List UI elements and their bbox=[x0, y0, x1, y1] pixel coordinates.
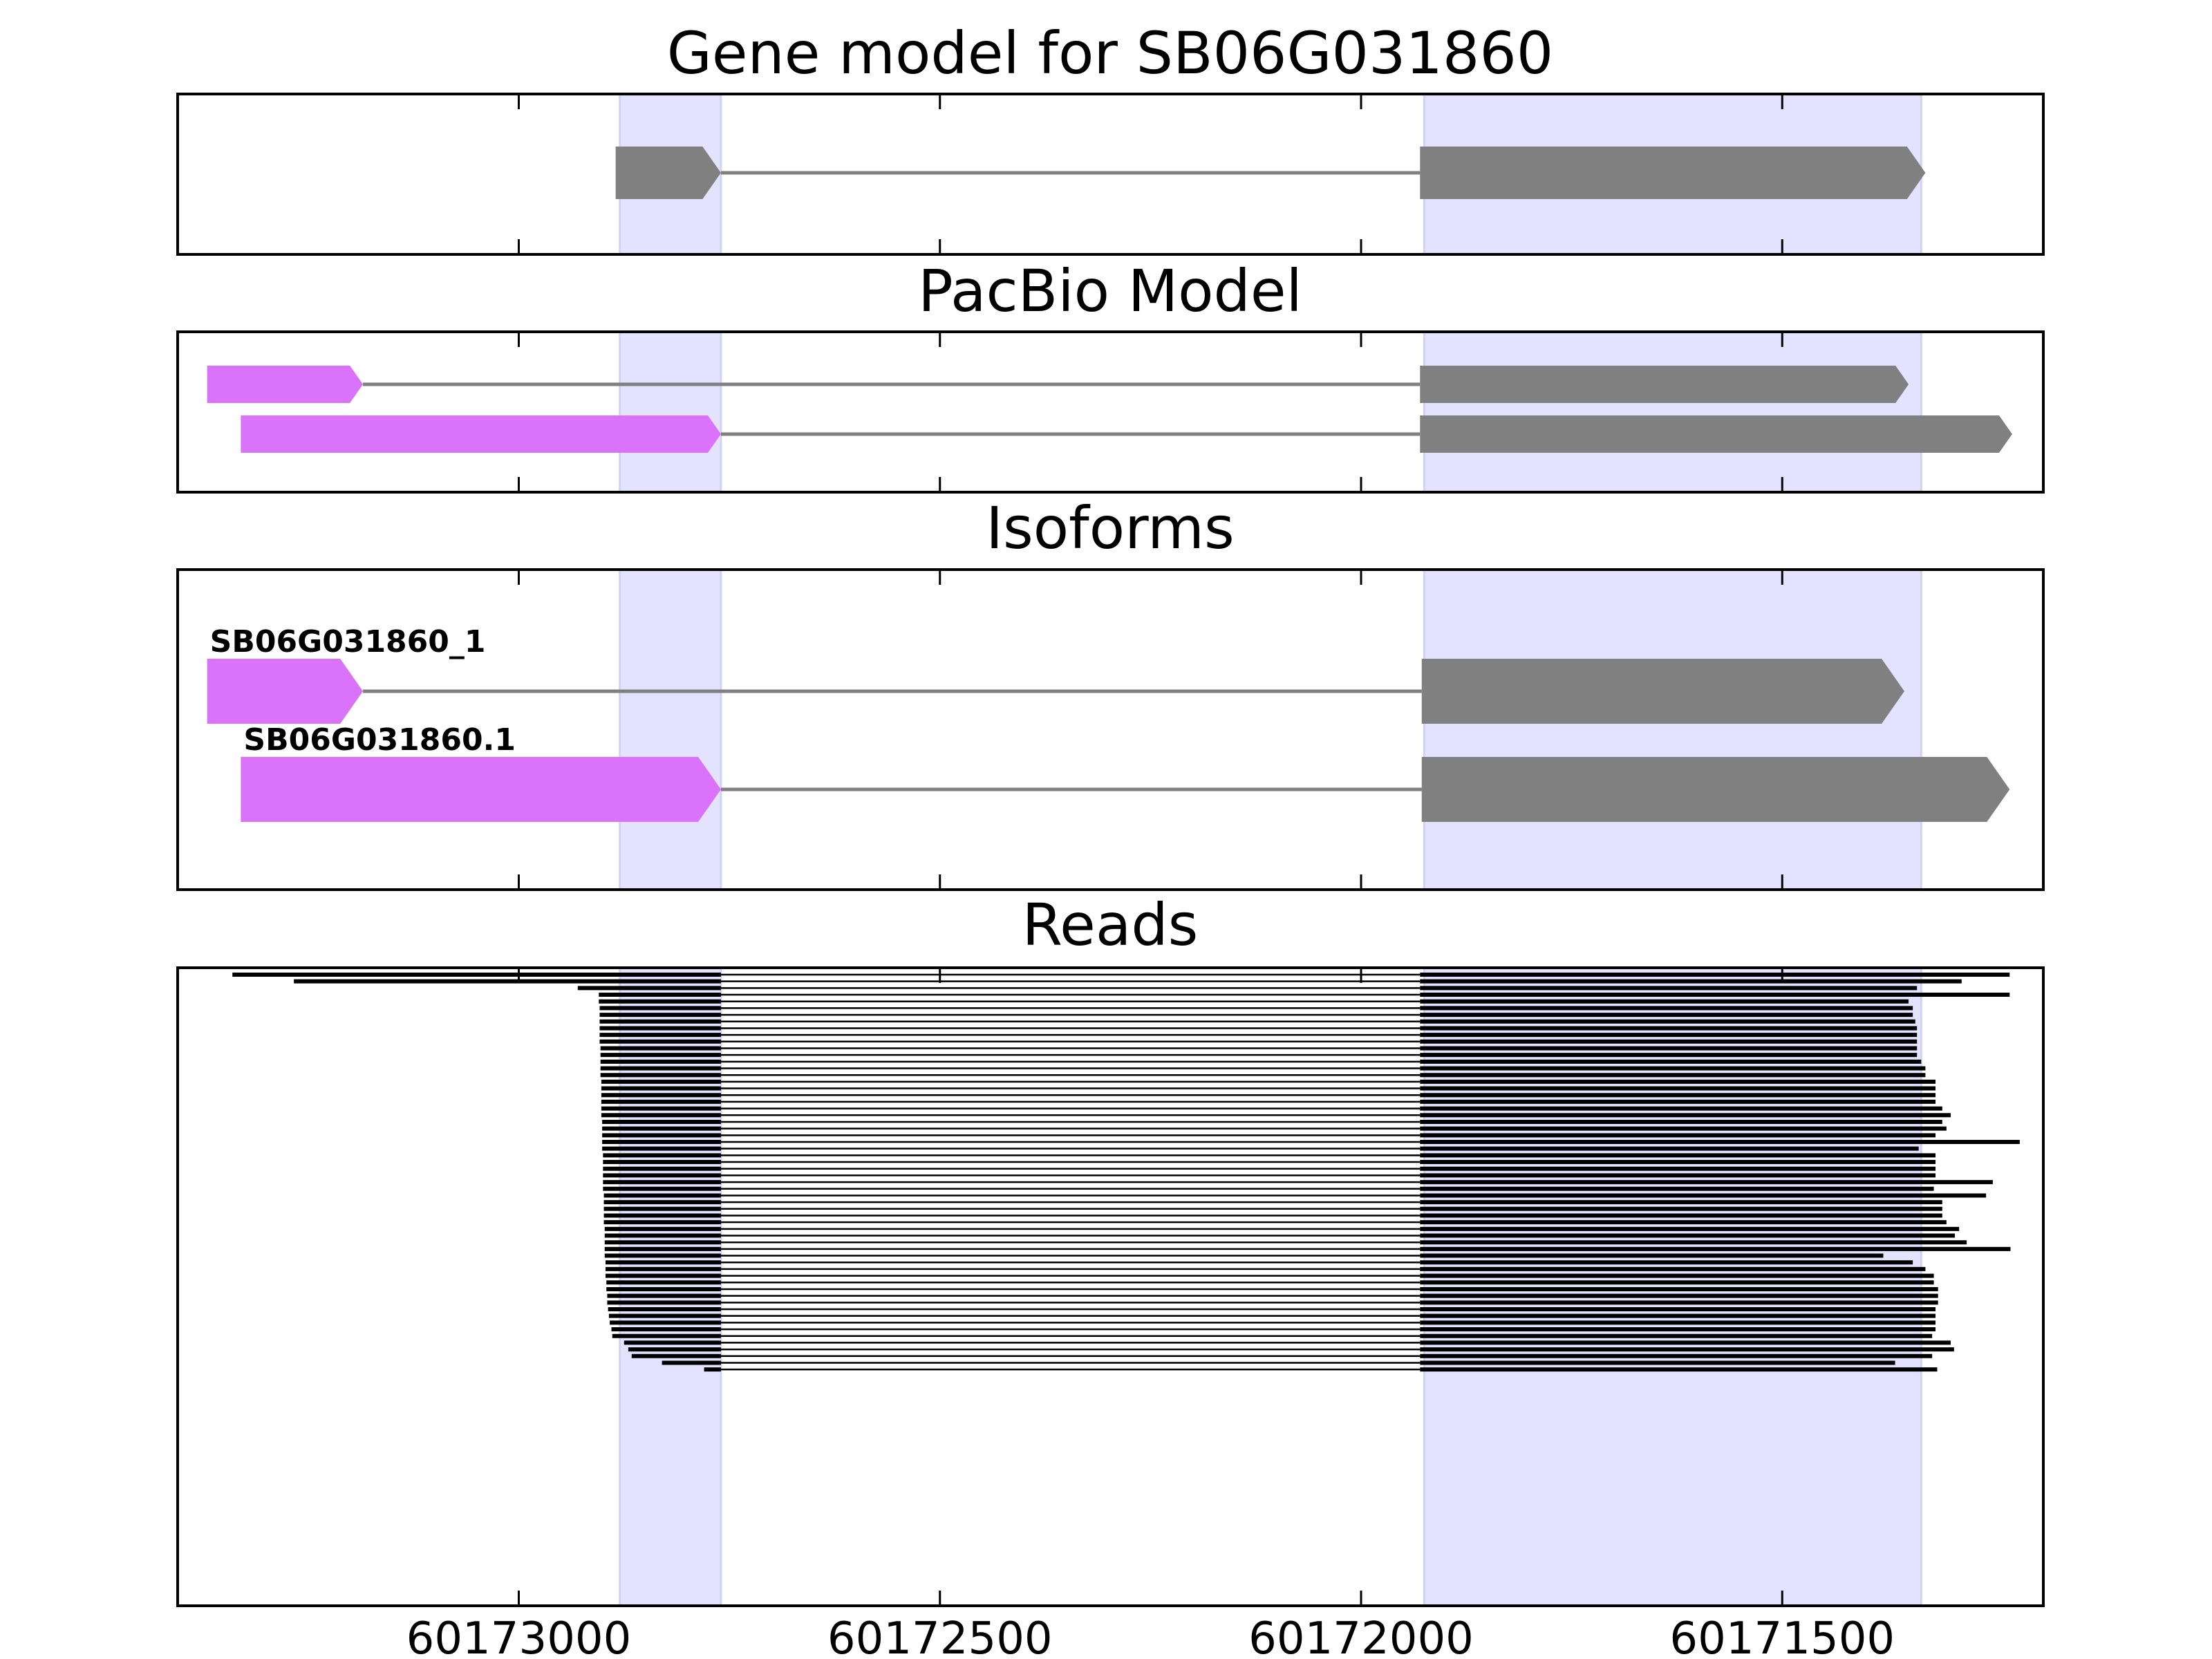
transcript-model bbox=[207, 366, 1909, 403]
isoform-tracks: SB06G031860_1 SB06G031860.1 bbox=[207, 624, 2010, 822]
plot-frame-reads bbox=[176, 966, 2045, 1607]
tick-marks-pacbio bbox=[517, 332, 1783, 492]
exon-block bbox=[1421, 757, 2010, 822]
exon-block bbox=[615, 147, 721, 199]
highlight-regions-pacbio bbox=[619, 330, 1922, 494]
panel-reads: Reads bbox=[176, 891, 2045, 1607]
panel-title-gene-model: Gene model for SB06G031860 bbox=[667, 19, 1553, 87]
panel-title-isoforms: Isoforms bbox=[986, 494, 1235, 562]
panel-gene-model: Gene model for SB06G031860 bbox=[176, 19, 2045, 256]
panel-title-pacbio: PacBio Model bbox=[918, 257, 1302, 325]
exon-block bbox=[1420, 147, 1926, 199]
plot-frame-isoforms bbox=[176, 568, 2045, 891]
exon-block bbox=[1421, 659, 1904, 724]
panel-pacbio: PacBio Model bbox=[176, 257, 2045, 494]
exon-block bbox=[207, 366, 364, 403]
exon-block bbox=[241, 757, 721, 822]
tick-marks-isoforms bbox=[517, 570, 1783, 890]
transcript-model: SB06G031860_1 bbox=[207, 624, 1904, 724]
x-tick-label: 60172500 bbox=[827, 1613, 1053, 1659]
highlight-region bbox=[619, 568, 722, 891]
isoform-label: SB06G031860.1 bbox=[243, 722, 516, 758]
tick-marks-gene-model bbox=[517, 94, 1783, 254]
transcript-model: SB06G031860.1 bbox=[241, 722, 2010, 822]
x-tick-label: 60172000 bbox=[1248, 1613, 1474, 1659]
pacbio-tracks bbox=[207, 366, 2012, 453]
transcript-model bbox=[615, 147, 1926, 199]
x-axis-tick-labels: 60173000 60172500 60172000 60171500 bbox=[406, 1613, 1895, 1659]
tick-marks-reads bbox=[517, 968, 1783, 1606]
plot-frame-gene-model bbox=[176, 93, 2045, 256]
gene-model-tracks bbox=[615, 147, 1926, 199]
highlight-regions-isoforms bbox=[619, 568, 1922, 891]
highlight-region bbox=[1423, 568, 1922, 891]
exon-block bbox=[241, 415, 721, 453]
x-tick-label: 60171500 bbox=[1669, 1613, 1895, 1659]
exon-block bbox=[1420, 366, 1909, 403]
highlight-region bbox=[1423, 330, 1922, 494]
panel-title-reads: Reads bbox=[1022, 891, 1199, 959]
transcript-model bbox=[241, 415, 2012, 453]
x-tick-label: 60173000 bbox=[406, 1613, 632, 1659]
exon-block bbox=[1420, 415, 2012, 453]
isoform-label: SB06G031860_1 bbox=[210, 624, 486, 659]
highlight-region bbox=[619, 330, 722, 494]
panel-isoforms: Isoforms SB06G031860_1 SB06G031860.1 bbox=[176, 494, 2045, 891]
read-tracks bbox=[232, 973, 2020, 1372]
plot-frame-pacbio bbox=[176, 330, 2045, 494]
exon-block bbox=[207, 659, 364, 724]
